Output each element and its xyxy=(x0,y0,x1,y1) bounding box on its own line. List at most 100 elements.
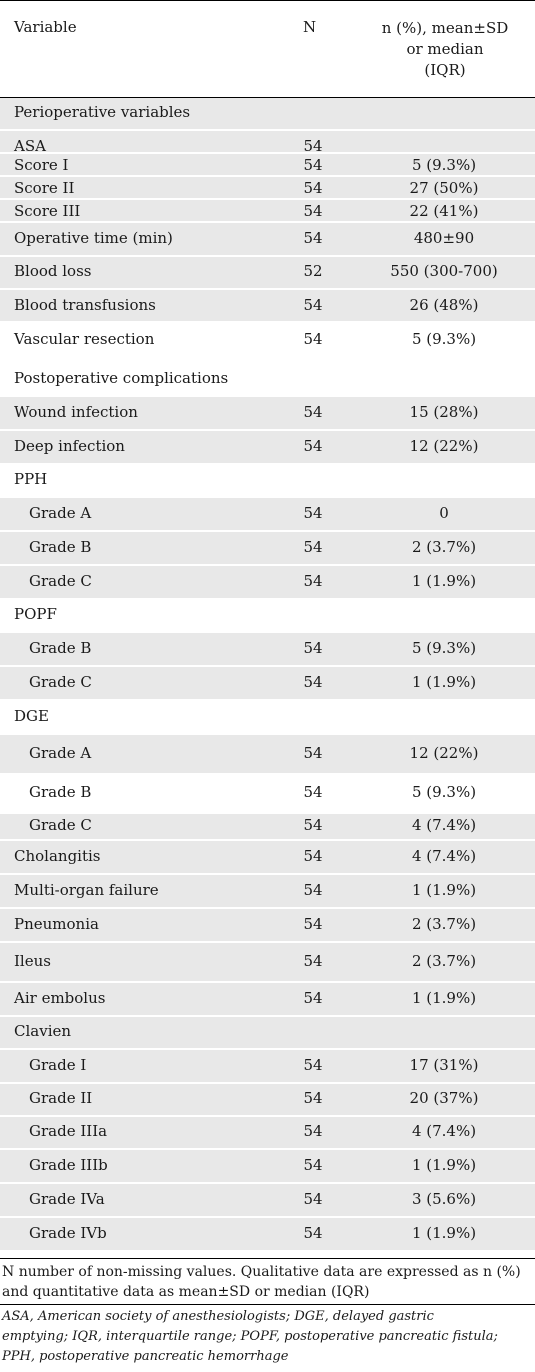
table-row: Wound infection 54 15 (28%) xyxy=(0,397,535,431)
row-n: 54 xyxy=(303,403,323,421)
header-n: N xyxy=(303,18,317,36)
row-label: Grade B xyxy=(29,783,92,801)
row-value: 1 (1.9%) xyxy=(411,572,477,590)
row-label: PPH xyxy=(14,470,48,488)
row-n: 54 xyxy=(303,639,323,657)
table-row: Score I 54 5 (9.3%) xyxy=(0,154,535,177)
table-row: Deep infection 54 12 (22%) xyxy=(0,431,535,465)
row-n: 54 xyxy=(303,296,323,314)
row-label: Pneumonia xyxy=(14,915,99,933)
row-value: 5 (9.3%) xyxy=(411,783,477,801)
row-n: 54 xyxy=(303,504,323,522)
row-value: 5 (9.3%) xyxy=(411,156,477,174)
row-value: 17 (31%) xyxy=(409,1056,479,1074)
row-n: 54 xyxy=(303,952,323,970)
row-value: 26 (48%) xyxy=(409,296,479,314)
row-label: Score III xyxy=(14,202,81,220)
row-label: Ileus xyxy=(14,952,51,970)
table-row: Grade IVb 54 1 (1.9%) xyxy=(0,1218,535,1252)
table-row: Perioperative variables xyxy=(0,98,535,131)
row-n: 54 xyxy=(303,330,323,348)
row-n: 54 xyxy=(303,989,323,1007)
row-label: Grade C xyxy=(29,572,92,590)
row-label: Grade IIIb xyxy=(29,1156,108,1174)
row-label: Multi-organ failure xyxy=(14,881,159,899)
row-n: 54 xyxy=(303,744,323,762)
row-value: 1 (1.9%) xyxy=(411,673,477,691)
table-row: Air embolus 54 1 (1.9%) xyxy=(0,983,535,1017)
row-value: 1 (1.9%) xyxy=(411,1156,477,1174)
row-value: 2 (3.7%) xyxy=(411,952,477,970)
row-value: 1 (1.9%) xyxy=(411,1224,477,1242)
row-value: 550 (300-700) xyxy=(390,262,498,280)
row-n: 54 xyxy=(303,847,323,865)
table-row: Score II 54 27 (50%) xyxy=(0,177,535,200)
table-row: Operative time (min) 54 480±90 xyxy=(0,223,535,257)
row-label: Perioperative variables xyxy=(14,103,191,121)
row-label: Grade I xyxy=(29,1056,87,1074)
row-label: Operative time (min) xyxy=(14,229,173,247)
table-row: Grade IIIa 54 4 (7.4%) xyxy=(0,1117,535,1150)
row-n: 54 xyxy=(303,673,323,691)
row-label: Vascular resection xyxy=(14,330,155,348)
header-value-line: n (%), mean±SD xyxy=(381,19,509,37)
row-label: Cholangitis xyxy=(14,847,101,865)
footnote-line: emptying; IQR, interquartile range; POPF… xyxy=(2,1329,498,1344)
row-label: Grade A xyxy=(29,744,92,762)
footnote-line: ASA, American society of anesthesiologis… xyxy=(2,1309,434,1324)
row-label: Grade B xyxy=(29,639,92,657)
row-value: 1 (1.9%) xyxy=(411,989,477,1007)
header-value: n (%), mean±SD or median (IQR) xyxy=(360,18,530,81)
table-row: Blood transfusions 54 26 (48%) xyxy=(0,290,535,323)
row-value: 4 (7.4%) xyxy=(411,847,477,865)
footnote-line: and quantitative data as mean±SD or medi… xyxy=(2,1284,370,1300)
row-n: 54 xyxy=(303,816,323,834)
table-row: Grade C 54 1 (1.9%) xyxy=(0,566,535,600)
row-n: 54 xyxy=(303,202,323,220)
footnote-line: N number of non-missing values. Qualitat… xyxy=(2,1264,521,1280)
table-row: Grade IIIb 54 1 (1.9%) xyxy=(0,1150,535,1184)
row-value: 480±90 xyxy=(413,229,475,247)
table-top-rule xyxy=(0,0,535,1)
row-value: 1 (1.9%) xyxy=(411,881,477,899)
table-row: Cholangitis 54 4 (7.4%) xyxy=(0,841,535,875)
row-value: 4 (7.4%) xyxy=(411,1122,477,1140)
row-label: POPF xyxy=(14,605,57,623)
row-label: Grade B xyxy=(29,538,92,556)
table-row: POPF xyxy=(0,600,535,633)
row-label: Blood loss xyxy=(14,262,92,280)
row-n: 54 xyxy=(303,179,323,197)
table-row: Vascular resection 54 5 (9.3%) xyxy=(0,323,535,363)
table-row: Ileus 54 2 (3.7%) xyxy=(0,943,535,983)
table-row: Grade C 54 4 (7.4%) xyxy=(0,814,535,841)
row-value: 27 (50%) xyxy=(409,179,479,197)
table-bottom-rule xyxy=(0,1258,535,1259)
table-row: Clavien xyxy=(0,1017,535,1050)
table-header: Variable N n (%), mean±SD or median (IQR… xyxy=(0,1,535,97)
row-label: Grade IVb xyxy=(29,1224,107,1242)
row-label: Deep infection xyxy=(14,437,125,455)
table-row: Grade II 54 20 (37%) xyxy=(0,1084,535,1117)
row-value: 22 (41%) xyxy=(409,202,479,220)
row-label: Grade II xyxy=(29,1089,93,1107)
row-label: Grade C xyxy=(29,673,92,691)
header-variable: Variable xyxy=(14,18,77,36)
row-n: 54 xyxy=(303,1190,323,1208)
table-row: Postoperative complications xyxy=(0,363,535,397)
row-label: ASA xyxy=(14,137,46,155)
row-n: 54 xyxy=(303,881,323,899)
header-value-line: or median xyxy=(406,40,484,58)
row-value: 2 (3.7%) xyxy=(411,538,477,556)
row-value: 3 (5.6%) xyxy=(411,1190,477,1208)
row-n: 54 xyxy=(303,1089,323,1107)
table-row: Score III 54 22 (41%) xyxy=(0,200,535,223)
table-row: Pneumonia 54 2 (3.7%) xyxy=(0,909,535,943)
table-row: Grade B 54 5 (9.3%) xyxy=(0,633,535,667)
row-value: 2 (3.7%) xyxy=(411,915,477,933)
row-label: Grade IVa xyxy=(29,1190,105,1208)
row-n: 54 xyxy=(303,229,323,247)
table-row: Blood loss 52 550 (300-700) xyxy=(0,257,535,290)
row-n: 54 xyxy=(303,1224,323,1242)
row-n: 54 xyxy=(303,1122,323,1140)
row-n: 54 xyxy=(303,538,323,556)
